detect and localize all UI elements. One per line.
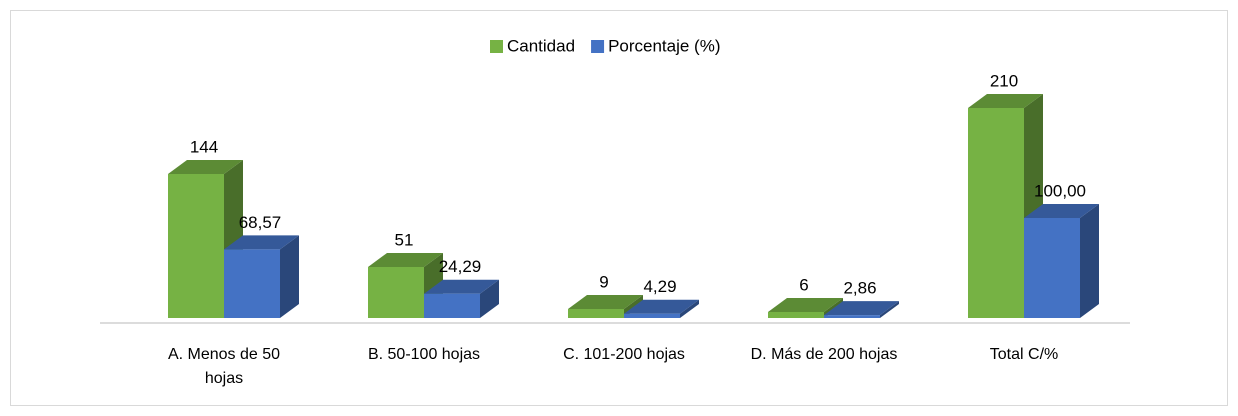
bar-side	[1080, 204, 1099, 318]
bar-top	[224, 235, 299, 250]
bar-top	[824, 301, 899, 316]
x-tick-label: C. 101-200 hojas	[563, 346, 685, 363]
x-tick-label: A. Menos de 50 hojas	[167, 346, 281, 387]
x-tick-label: B. 50-100 hojas	[367, 346, 481, 363]
bar-top	[624, 299, 699, 314]
bar-side	[480, 279, 499, 318]
bar-front	[968, 108, 1024, 318]
bar-top	[1024, 204, 1099, 218]
bar-side	[680, 299, 699, 318]
legend-swatch	[490, 40, 503, 53]
bar	[1024, 204, 1099, 318]
legend-label: Porcentaje (%)	[608, 36, 720, 55]
bar-top	[424, 279, 499, 294]
x-tick-label: Total C/%	[989, 346, 1059, 363]
x-tick-label: D. Más de 200 hojas	[750, 346, 898, 363]
bar-front	[168, 174, 224, 318]
value-label: 2,86	[843, 279, 876, 298]
bar-top	[768, 298, 843, 312]
value-label: 210	[990, 71, 1018, 90]
legend-swatch	[591, 40, 605, 53]
bar-front	[1024, 218, 1080, 318]
value-label: 24,29	[439, 257, 482, 276]
bar-top	[168, 160, 243, 174]
bar	[424, 279, 499, 318]
bar	[624, 299, 699, 318]
bar	[224, 235, 299, 318]
bar-front	[824, 315, 880, 318]
bar-top	[568, 295, 643, 309]
bar-front	[768, 312, 824, 318]
bar-top	[968, 94, 1043, 108]
bar-top	[368, 253, 443, 267]
bar-front	[224, 249, 280, 318]
value-label: 6	[799, 275, 808, 294]
value-label: 4,29	[643, 277, 676, 296]
bar	[824, 301, 899, 318]
bar-front	[624, 313, 680, 318]
bar-side	[280, 235, 299, 318]
value-label: 9	[599, 272, 608, 291]
value-label: 100,00	[1034, 181, 1086, 200]
value-label: 144	[190, 137, 218, 156]
bar-side	[880, 301, 899, 318]
legend-label: Cantidad	[507, 36, 575, 55]
value-label: 51	[395, 230, 414, 249]
value-label: 68,57	[239, 213, 282, 232]
bar-front	[424, 293, 480, 318]
bar-front	[368, 267, 424, 318]
bar-front	[568, 309, 624, 318]
